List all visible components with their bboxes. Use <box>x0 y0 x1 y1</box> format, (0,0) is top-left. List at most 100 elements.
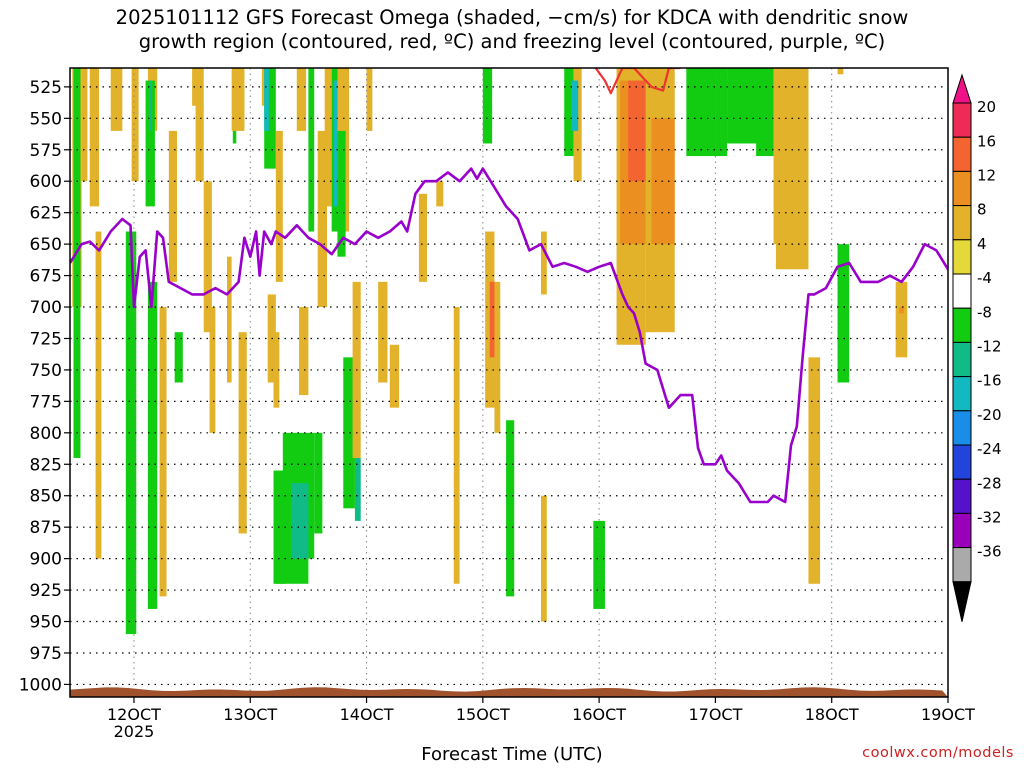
colorbar-label: 8 <box>977 201 987 219</box>
omega-shade-region <box>354 457 361 521</box>
omega-shade-region <box>314 432 323 534</box>
chart-title: 2025101112 GFS Forecast Omega (shaded, −… <box>0 6 1024 54</box>
omega-shade-region <box>324 68 332 207</box>
y-tick-label: 1000 <box>19 675 62 695</box>
y-tick-label: 800 <box>30 424 62 444</box>
omega-shade-region <box>540 231 547 295</box>
omega-shade-region <box>389 344 400 408</box>
omega-shade-region <box>81 68 88 182</box>
omega-shade-region <box>418 193 428 282</box>
omega-shade-region <box>125 231 137 635</box>
x-axis-title: Forecast Time (UTC) <box>421 744 603 765</box>
colorbar-segment <box>952 512 972 549</box>
y-tick-label: 725 <box>30 329 62 349</box>
omega-shade-region <box>837 244 850 383</box>
colorbar-segment <box>952 170 972 207</box>
omega-shade-region <box>209 307 216 433</box>
omega-shade-region <box>195 68 204 182</box>
omega-shade-region <box>95 231 102 559</box>
surface-terrain <box>70 687 948 697</box>
omega-shade-region <box>232 130 237 144</box>
y-tick-label: 850 <box>30 487 62 507</box>
x-tick-label: 14OCT <box>340 705 394 724</box>
y-tick-label: 700 <box>30 298 62 318</box>
colorbar-label: -28 <box>977 474 1002 492</box>
omega-shade-region <box>147 281 158 609</box>
y-tick-label: 650 <box>30 235 62 255</box>
y-tick-label: 825 <box>30 455 62 475</box>
omega-shade-region <box>482 68 493 144</box>
colorbar-label: 20 <box>977 98 996 116</box>
omega-shade-region <box>837 68 844 75</box>
colorbar-label: -32 <box>977 509 1002 527</box>
omega-shade-region <box>264 68 269 131</box>
y-tick-label: 875 <box>30 518 62 538</box>
omega-shade-region <box>506 420 515 597</box>
y-tick-label: 525 <box>30 78 62 98</box>
omega-shade-region <box>775 68 809 270</box>
colorbar-segment <box>952 136 972 172</box>
omega-shade-region <box>192 68 198 106</box>
colorbar-label: 12 <box>977 167 996 185</box>
x-tick-label: 18OCT <box>805 705 859 724</box>
omega-shade-region <box>168 130 177 282</box>
omega-shade-region <box>651 118 675 245</box>
omega-shade-region <box>149 80 152 131</box>
chart-title-line-1: 2025101112 GFS Forecast Omega (shaded, −… <box>115 6 909 29</box>
omega-shade-region <box>756 68 774 157</box>
y-tick-label: 575 <box>30 141 62 161</box>
colorbar-segment <box>952 444 972 480</box>
colorbar-segment <box>952 205 972 241</box>
y-tick-label: 550 <box>30 109 62 129</box>
colorbar-segment <box>952 478 972 514</box>
colorbar-segment <box>952 273 972 309</box>
omega-shade-region <box>366 68 373 131</box>
x-tick-label: 12OCT <box>107 705 161 724</box>
colorbar-segment <box>952 307 972 343</box>
omega-shade-region <box>226 256 232 383</box>
omega-shade-region <box>145 80 155 207</box>
colorbar-segment <box>952 376 972 412</box>
dendritic-growth-contour <box>594 68 681 95</box>
site-credit-link[interactable]: coolwx.com/models <box>862 745 1014 761</box>
y-tick-label: 775 <box>30 392 62 412</box>
colorbar-top-arrow <box>952 73 972 104</box>
omega-shade-region <box>317 130 328 308</box>
colorbar-segment <box>952 410 972 446</box>
omega-shade-region <box>159 307 167 597</box>
x-tick-sublabel: 2025 <box>114 722 155 741</box>
colorbar-label: 16 <box>977 132 996 150</box>
omega-shade-region <box>453 307 460 584</box>
x-tick-label: 15OCT <box>456 705 510 724</box>
omega-shade-region <box>899 307 904 314</box>
omega-shade-region <box>238 332 247 534</box>
freezing-level-contour <box>70 167 948 504</box>
omega-shade-region <box>337 130 346 257</box>
omega-shade-region <box>275 130 283 282</box>
colorbar-label: -8 <box>977 303 992 321</box>
x-tick-label: 19OCT <box>921 705 975 724</box>
colorbar-segment <box>952 547 972 583</box>
omega-shade-region <box>264 68 276 169</box>
y-tick-label: 750 <box>30 361 62 381</box>
omega-shade-region <box>131 68 139 182</box>
omega-shade-region <box>686 68 728 157</box>
colorbar-label: -12 <box>977 338 1002 356</box>
y-tick-label: 925 <box>30 581 62 601</box>
omega-shade-region <box>540 495 547 622</box>
omega-shade-region <box>343 357 355 509</box>
colorbar-label: 4 <box>977 235 987 253</box>
colorbar-label: -4 <box>977 269 992 287</box>
omega-shade-region <box>273 332 280 408</box>
colorbar-bottom-arrow <box>952 581 972 622</box>
omega-shade-region <box>89 68 100 207</box>
y-tick-label: 600 <box>30 172 62 192</box>
omega-shade-region <box>174 332 183 383</box>
omega-shade-region <box>296 68 307 131</box>
omega-shade-region <box>489 281 495 358</box>
omega-shade-region <box>895 281 908 358</box>
omega-shade-region <box>73 68 81 458</box>
colorbar-segment <box>952 341 972 378</box>
omega-shade-region <box>110 68 123 131</box>
